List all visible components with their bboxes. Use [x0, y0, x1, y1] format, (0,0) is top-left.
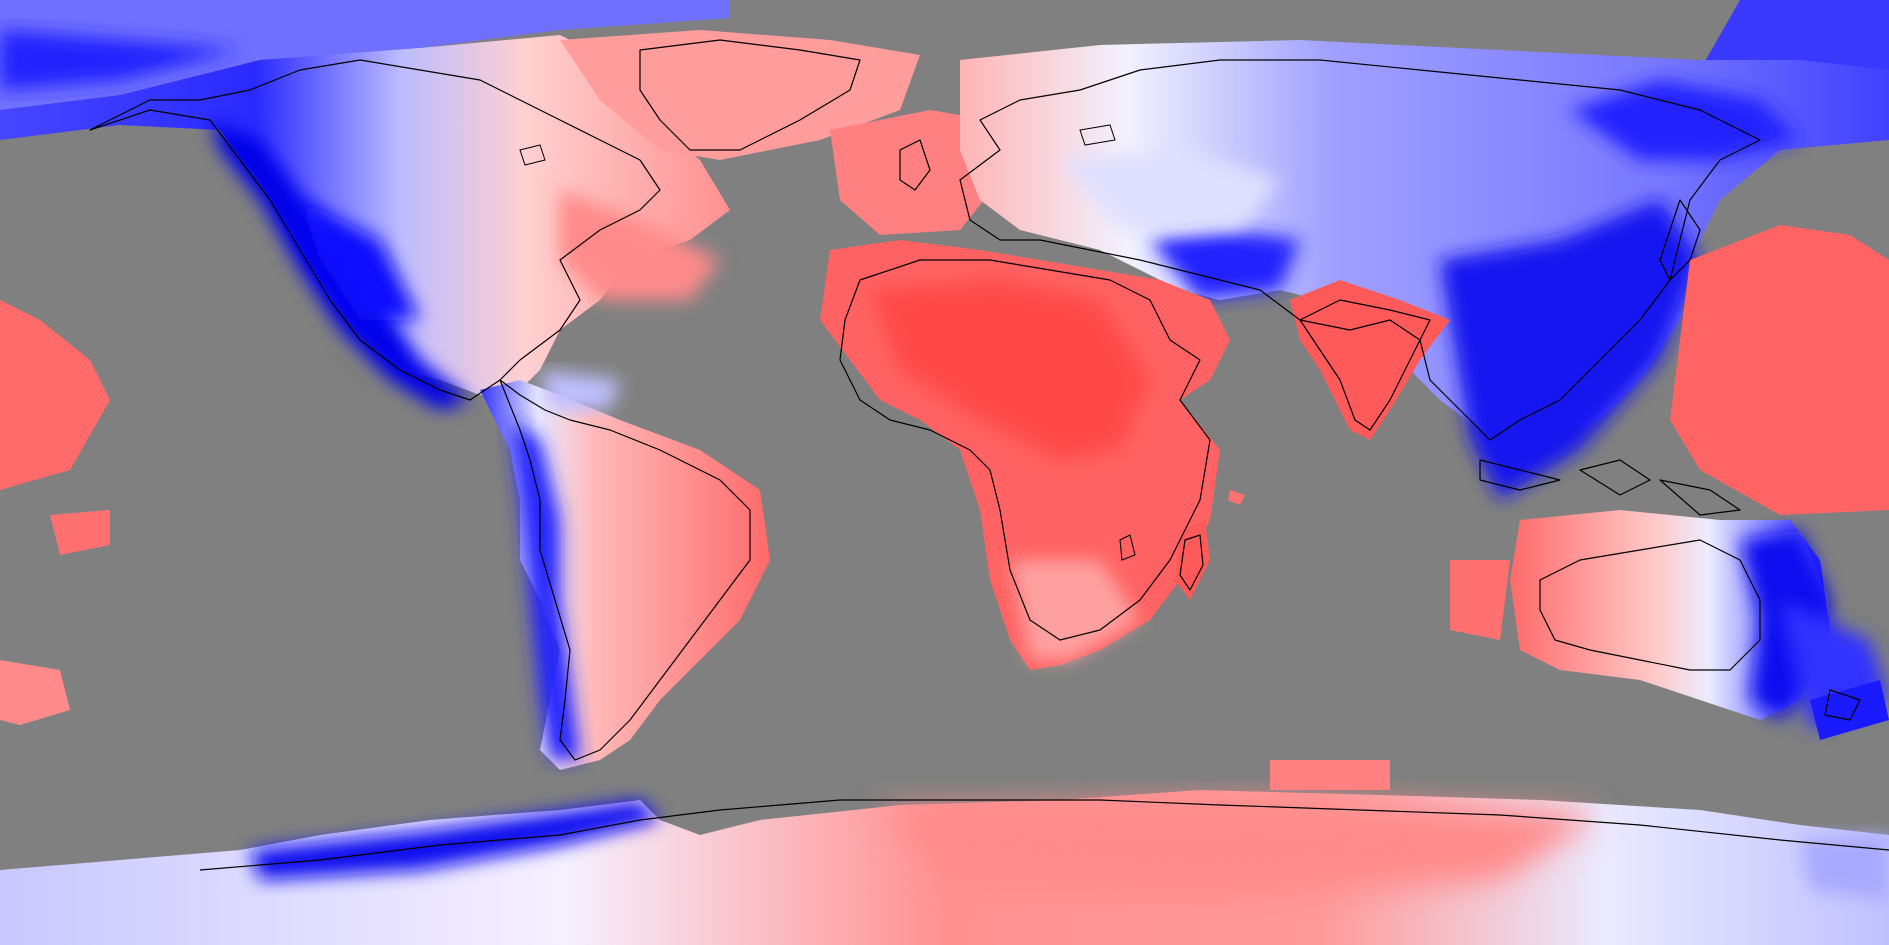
eurasia-field	[960, 40, 1889, 500]
new-zealand-field	[1810, 680, 1889, 740]
south-pacific-patch	[50, 510, 110, 555]
south-america-field	[480, 370, 770, 770]
coastlines	[89, 39, 1889, 871]
africa-field	[820, 240, 1230, 670]
north-pacific-field-east	[1670, 225, 1889, 515]
north-pacific-field-west	[0, 300, 110, 490]
south-pacific-patch-2	[0, 660, 70, 725]
north-atlantic-field	[830, 110, 1000, 235]
indian-ocean-patch	[1228, 490, 1245, 505]
lakes	[519, 124, 1136, 561]
antarctica-field	[0, 760, 1889, 945]
north-america-field	[0, 35, 730, 410]
india-field	[1290, 280, 1450, 440]
greenland-field	[560, 30, 920, 160]
